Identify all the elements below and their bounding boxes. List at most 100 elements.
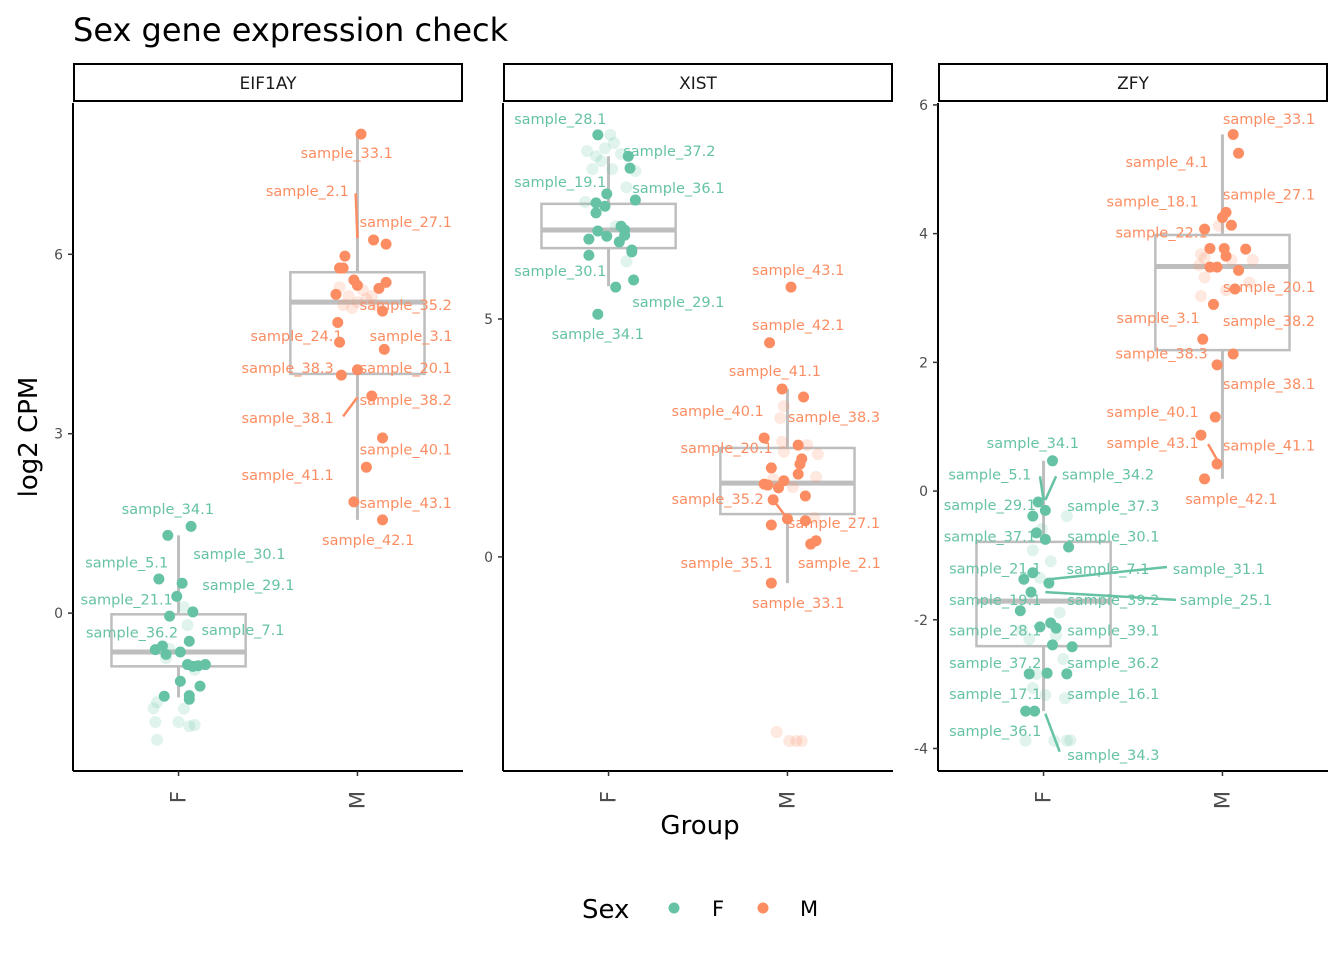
data-point-F xyxy=(1066,641,1078,653)
sample-label: sample_5.1 xyxy=(948,467,1031,483)
sample-label: sample_30.1 xyxy=(193,547,285,563)
data-point-M xyxy=(332,316,344,328)
data-point-M xyxy=(355,128,367,140)
data-point-F xyxy=(1025,586,1037,598)
faded-point-M xyxy=(790,735,803,748)
sample-label: sample_34.1 xyxy=(122,502,214,518)
faded-point-F xyxy=(1060,734,1073,747)
faded-point-F xyxy=(1064,734,1077,747)
data-point-M xyxy=(758,432,770,444)
faded-point-M xyxy=(342,290,355,303)
sample-label: sample_40.1 xyxy=(1107,405,1199,421)
faded-point-F xyxy=(172,715,185,728)
data-point-F xyxy=(185,520,197,532)
sample-label: sample_34.1 xyxy=(987,436,1079,452)
sample-label: sample_2.1 xyxy=(798,556,881,572)
data-point-M xyxy=(1211,261,1223,273)
data-point-F xyxy=(171,590,183,602)
sample-label: sample_3.1 xyxy=(370,329,453,345)
data-point-M xyxy=(1204,242,1216,254)
sample-label: sample_33.1 xyxy=(752,596,844,612)
data-point-M xyxy=(776,383,788,395)
data-point-M xyxy=(794,458,806,470)
faded-point-F xyxy=(595,155,608,168)
x-tick-label: M xyxy=(1210,791,1234,809)
boxplot-M xyxy=(1154,134,1291,479)
data-point-F xyxy=(583,249,595,261)
data-point-M xyxy=(1199,223,1211,235)
faded-point-M xyxy=(770,725,783,738)
data-point-M xyxy=(1208,298,1220,310)
data-point-F xyxy=(1034,621,1046,633)
data-point-M xyxy=(1220,250,1232,262)
sample-label: sample_37.2 xyxy=(623,144,715,160)
data-point-M xyxy=(765,462,777,474)
data-point-F xyxy=(628,274,640,286)
data-point-F xyxy=(174,646,186,658)
faded-point-F xyxy=(183,720,196,733)
data-point-F xyxy=(1041,667,1053,679)
data-point-M xyxy=(1233,147,1245,159)
data-point-F xyxy=(629,194,641,206)
y-tick-label: -4 xyxy=(914,741,928,757)
data-point-M xyxy=(373,282,385,294)
data-point-M xyxy=(765,519,777,531)
sample-label: sample_38.2 xyxy=(1223,314,1315,330)
faded-point-F xyxy=(1057,653,1070,666)
data-point-F xyxy=(1020,705,1032,717)
data-point-M xyxy=(376,305,388,317)
sample-label: sample_20.1 xyxy=(360,361,452,377)
box-iqr xyxy=(540,202,677,250)
data-point-F xyxy=(158,690,170,702)
sample-label: sample_34.1 xyxy=(552,327,644,343)
data-point-M xyxy=(337,262,349,274)
faded-point-F xyxy=(151,733,164,746)
faded-point-F xyxy=(590,150,603,163)
faded-point-F xyxy=(1019,734,1032,747)
data-point-F xyxy=(1061,668,1073,680)
faded-point-F xyxy=(620,255,633,268)
boxplot-F xyxy=(975,460,1112,712)
sample-label: sample_42.1 xyxy=(752,318,844,334)
sample-label: sample_22.1 xyxy=(1115,225,1207,241)
data-point-F xyxy=(1050,622,1062,634)
faded-point-M xyxy=(1198,271,1211,284)
data-point-M xyxy=(773,482,785,494)
faded-point-M xyxy=(351,296,364,309)
data-point-F xyxy=(187,606,199,618)
data-point-F xyxy=(592,308,604,320)
data-point-F xyxy=(1039,533,1051,545)
sample-label: sample_29.1 xyxy=(944,498,1036,514)
data-point-M xyxy=(360,461,372,473)
sample-label: sample_36.2 xyxy=(1067,656,1159,672)
data-point-F xyxy=(610,281,622,293)
legend: Sex F M xyxy=(582,895,818,925)
faded-point-M xyxy=(1194,290,1207,303)
y-tick-label: 2 xyxy=(919,355,928,371)
legend-key-F xyxy=(668,902,680,914)
faded-point-M xyxy=(360,293,373,306)
sample-label: sample_17.1 xyxy=(949,687,1041,703)
sample-label: sample_36.1 xyxy=(949,724,1041,740)
legend-label-F: F xyxy=(712,897,724,921)
sample-label: sample_31.1 xyxy=(1173,562,1265,578)
data-point-M xyxy=(330,288,342,300)
x-axis-title: Group xyxy=(660,811,739,841)
faded-point-F xyxy=(1059,692,1072,705)
sample-label: sample_38.3 xyxy=(788,410,880,426)
data-point-M xyxy=(334,336,346,348)
sample-label: sample_41.1 xyxy=(242,468,334,484)
data-point-M xyxy=(765,577,777,589)
sample-label: sample_38.3 xyxy=(1115,346,1207,362)
x-tick-label: M xyxy=(345,791,369,809)
data-point-F xyxy=(583,233,595,245)
y-tick-label: 3 xyxy=(54,427,63,443)
label-leader-line xyxy=(1044,475,1058,501)
label-leader-line xyxy=(772,499,789,520)
y-axis-title: log2 CPM xyxy=(14,377,44,498)
sample-label: sample_28.1 xyxy=(949,624,1041,640)
data-point-F xyxy=(592,225,604,237)
